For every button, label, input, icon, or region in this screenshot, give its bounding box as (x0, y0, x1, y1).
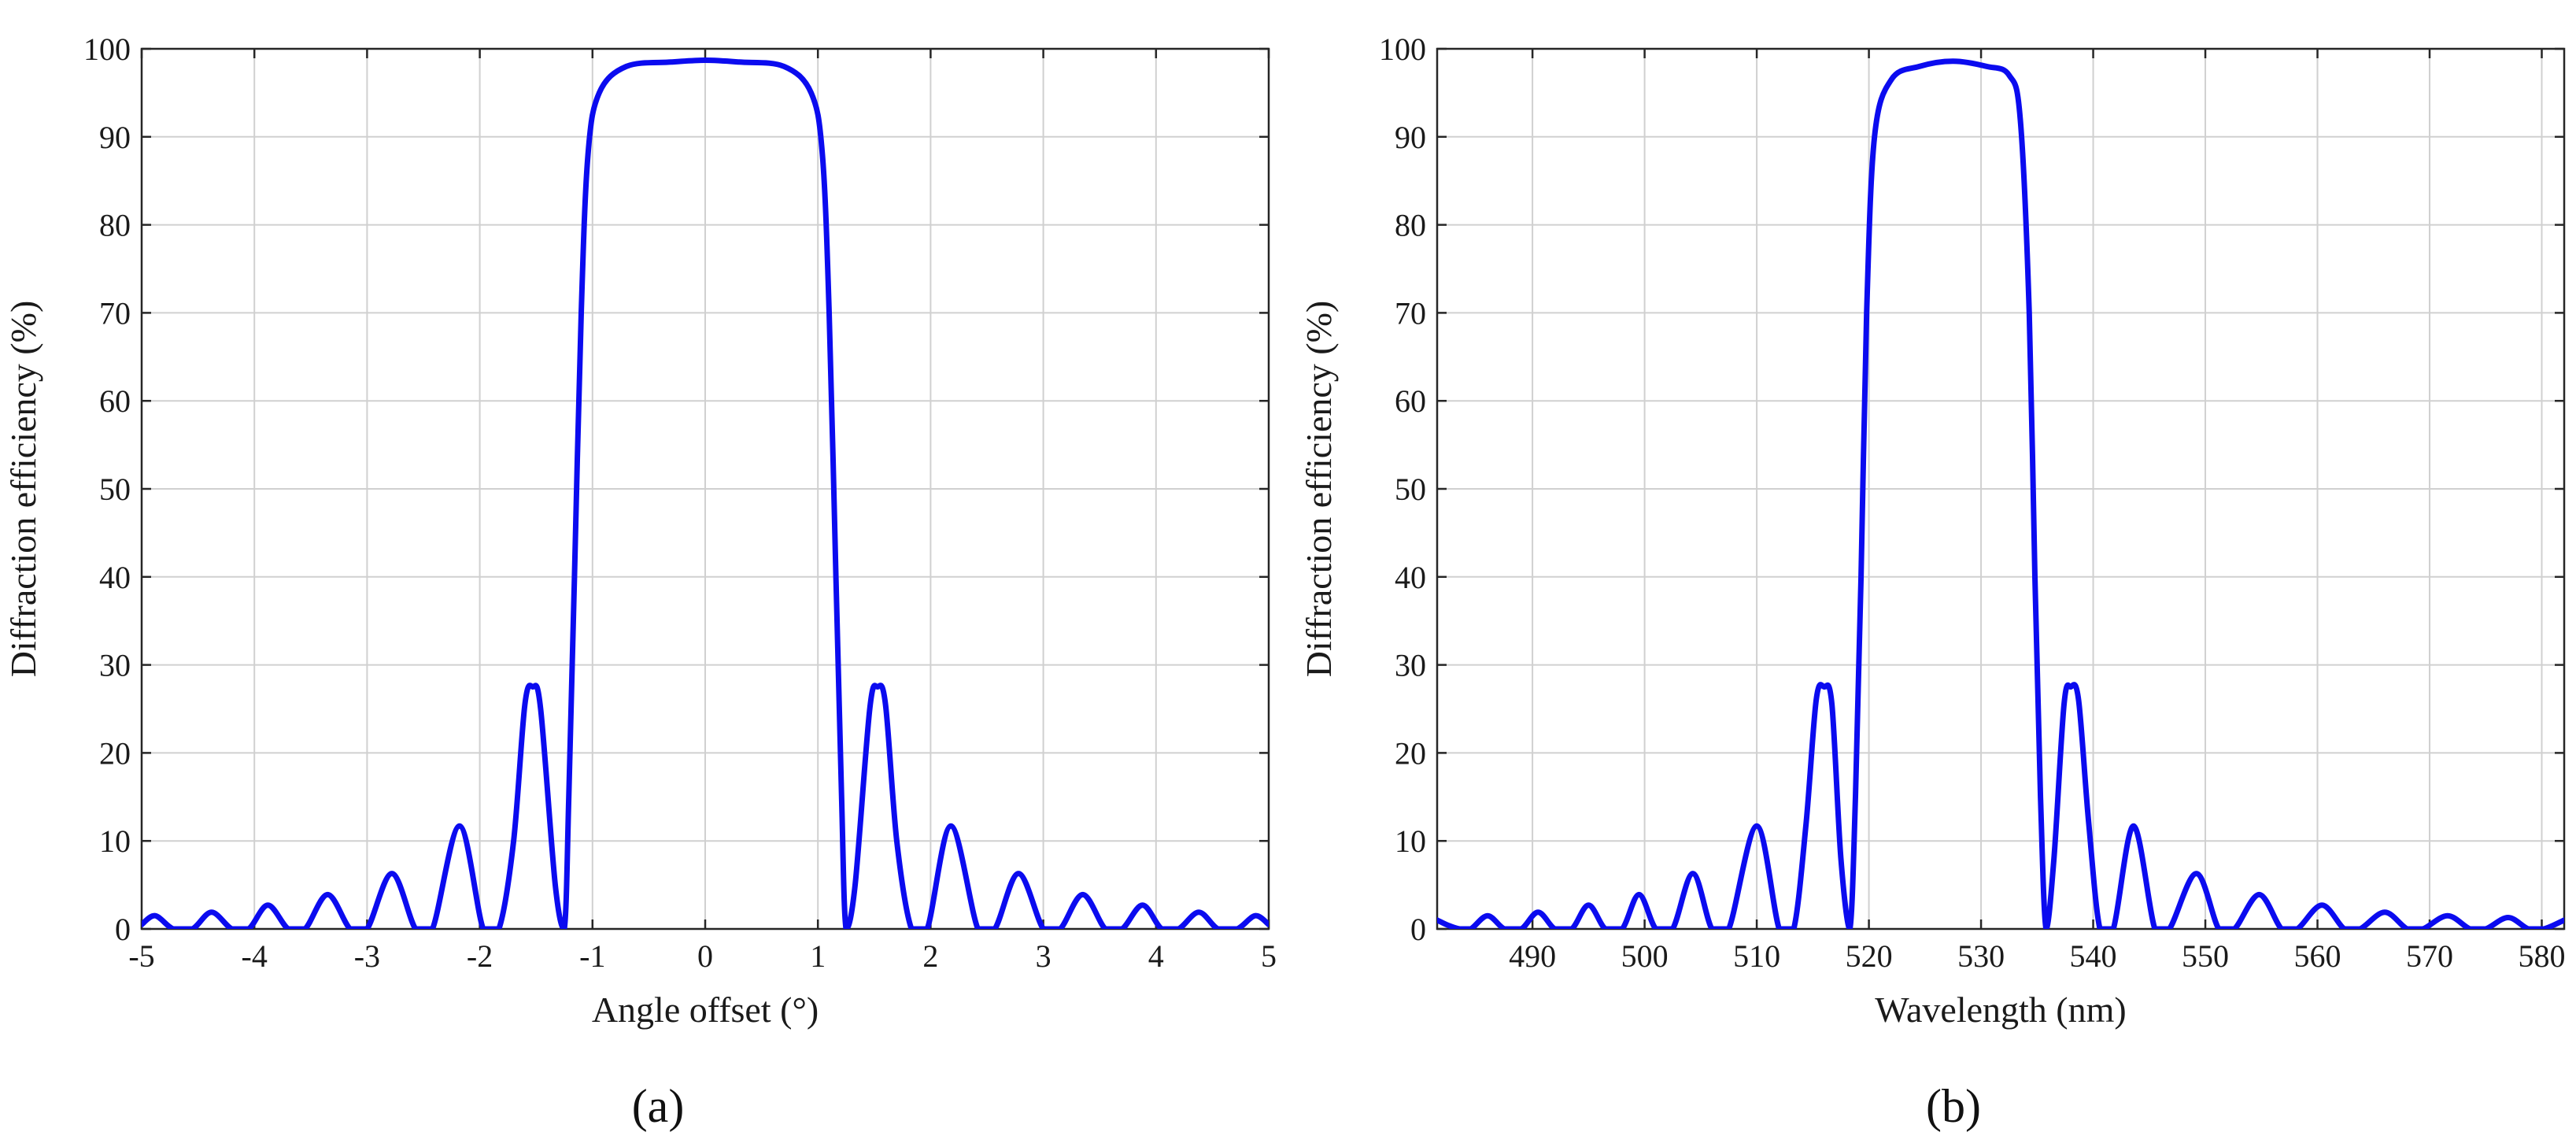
chart-b-x-axis-label: Wavelength (nm) (1875, 990, 2126, 1030)
chart-a-x-tick-label: 2 (922, 938, 938, 974)
chart-b-y-tick-label: 80 (1395, 208, 1426, 243)
chart-b-x-tick-label: 550 (2182, 938, 2229, 974)
chart-b-ticks: 490 500 510 520 530 540 550 560 570 580 0 10 20 30 40 5… (1379, 31, 2566, 974)
chart-a-x-tick-label: -2 (467, 938, 493, 974)
chart-a-y-tick-label: 50 (99, 472, 131, 507)
chart-b-y-axis-label: Diffraction efficiency (%) (1299, 301, 1339, 678)
chart-a-panel-label: (a) (632, 1080, 685, 1132)
chart-b-x-tick-label: 490 (1509, 938, 1556, 974)
chart-b-x-tick-label: 540 (2070, 938, 2117, 974)
chart-b-x-tick-label: 500 (1621, 938, 1669, 974)
chart-a-y-tick-label: 30 (99, 648, 131, 683)
chart-a-y-tick-label: 80 (99, 208, 131, 243)
chart-b-x-tick-label: 560 (2294, 938, 2341, 974)
chart-b-series-line (1437, 58, 2564, 929)
chart-a-y-tick-label: 40 (99, 560, 131, 595)
chart-a-x-tick-label: -5 (128, 938, 154, 974)
chart-a-y-tick-label: 60 (99, 383, 131, 419)
chart-b-grid (1437, 49, 2564, 929)
chart-a-y-tick-label: 10 (99, 823, 131, 859)
chart-a-grid (142, 49, 1269, 929)
chart-a-x-axis-label: Angle offset (°) (592, 990, 819, 1030)
chart-a-y-tick-label: 90 (99, 120, 131, 155)
chart-b-x-tick-label: 520 (1846, 938, 1893, 974)
chart-b-y-tick-label: 70 (1395, 295, 1426, 331)
chart-a-x-tick-label: 4 (1148, 938, 1164, 974)
chart-a-series-line (142, 57, 1269, 929)
chart-b-x-tick-label: 580 (2519, 938, 2566, 974)
chart-b-panel-label: (b) (1926, 1080, 1981, 1132)
chart-b-y-tick-label: 90 (1395, 120, 1426, 155)
chart-a-x-tick-label: -4 (242, 938, 268, 974)
chart-b-y-tick-label: 0 (1410, 912, 1426, 947)
chart-b-y-tick-label: 40 (1395, 560, 1426, 595)
chart-b-y-tick-label: 50 (1395, 472, 1426, 507)
chart-b-wavelength: 490 500 510 520 530 540 550 560 570 580 0 10 20 30 40 5… (1299, 31, 2566, 1132)
chart-b-y-tick-label: 30 (1395, 648, 1426, 683)
chart-b-x-tick-label: 510 (1733, 938, 1780, 974)
chart-b-x-tick-label: 530 (1957, 938, 2005, 974)
chart-a-x-tick-label: -1 (579, 938, 605, 974)
chart-a-y-tick-label: 0 (115, 912, 131, 947)
chart-b-x-tick-label: 570 (2406, 938, 2453, 974)
chart-b-y-tick-label: 20 (1395, 735, 1426, 771)
chart-a-y-tick-label: 70 (99, 295, 131, 331)
chart-a-x-tick-label: -3 (354, 938, 380, 974)
chart-a-x-tick-label: 0 (697, 938, 713, 974)
chart-a-y-tick-label: 100 (83, 31, 131, 67)
chart-b-y-tick-label: 10 (1395, 823, 1426, 859)
chart-a-y-axis-label: Diffraction efficiency (%) (3, 301, 43, 678)
chart-a-x-tick-label: 3 (1036, 938, 1051, 974)
chart-a-y-tick-label: 20 (99, 735, 131, 771)
chart-a-x-tick-label: 1 (810, 938, 826, 974)
chart-a-x-tick-label: 5 (1261, 938, 1277, 974)
chart-b-y-tick-label: 60 (1395, 383, 1426, 419)
chart-b-y-tick-label: 100 (1379, 31, 1426, 67)
